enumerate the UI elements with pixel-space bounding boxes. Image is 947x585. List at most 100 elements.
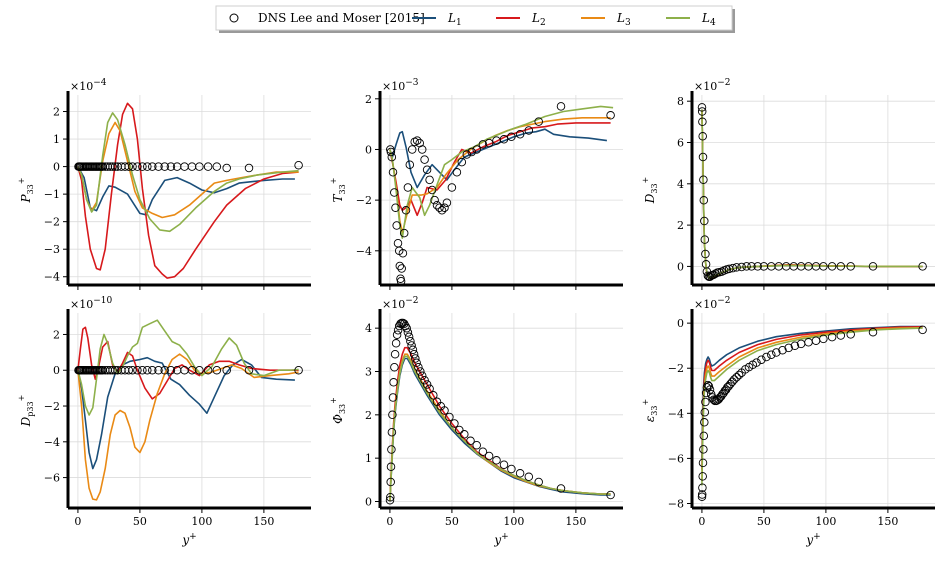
dns-point [846,330,855,339]
series-L2-line [701,109,923,280]
panel-eps33-series [701,325,923,486]
ylabel-subscript: 33 [26,184,35,194]
dns-point [386,462,396,472]
dns-point [700,235,710,244]
dns-point [836,331,846,340]
x-tick-label: 100 [815,515,836,528]
ylabel-subscript: 33 [650,406,659,416]
exponent-power: −2 [717,78,730,88]
panel-Phi33-ylabel: Φ33+ [329,397,347,424]
dns-point [397,264,406,273]
dns-point [399,228,409,238]
panel-T33-grid [380,95,623,285]
dns-point [143,365,152,375]
legend-L1-label: L1 [447,11,462,28]
dns-point [432,200,442,210]
dns-point [128,162,137,171]
dns-point [440,203,449,212]
dns-point [437,206,447,215]
dns-point [412,358,421,368]
ylabel-superscript: + [329,397,338,404]
panel-D33-ylabel: D33+ [641,177,659,205]
exponent-base: ×10 [694,298,717,311]
x-tick-label: 0 [386,515,393,528]
dns-point [698,152,708,162]
series-L2-line [389,346,611,502]
dns-point [387,427,397,437]
x-tick-label: 0 [698,515,705,528]
exponent-base: ×10 [70,298,93,311]
y-tick-label: 0 [677,260,684,273]
dns-point [148,162,157,171]
dns-point [409,349,419,359]
dns-point [386,477,395,487]
dns-point [534,117,543,126]
dns-point [425,384,434,394]
panel-Dp33-exponent: ×10−10 [70,296,112,311]
panel-Phi33-series [389,346,611,502]
dns-point [705,385,715,394]
series-L3-line [77,121,299,219]
legend-frame [215,5,733,31]
legend-L3-sub: 3 [625,18,631,28]
panel-D33: 0 2 4 6 8 ×10−2 D33+ [641,78,935,290]
dns-point [133,162,142,171]
ylabel-subscript: 33 [338,184,347,194]
dns-point [467,147,476,157]
dns-point [110,365,120,375]
dns-point [700,407,710,417]
ylabel-symbol: D [19,416,33,427]
dns-point [556,102,566,111]
y-tick-label: 2 [365,409,372,422]
dns-point [390,188,399,197]
y-tick-label: 2 [53,106,60,119]
dns-point [836,262,846,271]
dns-point [698,117,707,127]
panel-P33-exponent: ×10−4 [70,78,107,93]
y-tick-label: 2 [365,93,372,106]
dns-point [124,365,134,375]
legend-L1-main: L [447,11,456,25]
dns-point [222,365,231,375]
exponent-power: −2 [405,296,418,306]
dns-point [407,145,417,154]
dns-point [430,195,439,205]
x-tick-label: 50 [133,515,147,528]
dns-point [420,375,429,385]
dns-point [392,221,401,230]
dns-point [767,350,776,359]
legend-L1-sub: 1 [456,18,462,28]
panel-D33-exponent: ×10−2 [694,78,731,93]
legend-L3-main: L [616,11,625,25]
dns-point [700,418,709,427]
ylabel-symbol: P [19,193,33,203]
dns-point [203,162,213,171]
dns-point [422,165,432,174]
y-tick-label: −3 [44,243,60,256]
dns-point [472,145,481,154]
dns-point [819,262,828,271]
ylabel-symbol: D [643,193,657,204]
ylabel-symbol: ε [643,416,657,422]
dns-point [698,483,707,492]
x-tick-label: 50 [757,515,771,528]
dns-point [442,198,452,207]
panel-T33-ylabel: T33+ [329,178,347,203]
exponent-base: ×10 [694,80,717,93]
series-L1-line [701,325,923,459]
xlabel-symbol: y [493,533,501,547]
dns-point [753,262,762,271]
y-tick-label: 1 [365,452,372,465]
legend-L3-label: L3 [616,11,631,28]
dns-point [455,425,464,435]
x-tick-label: 150 [253,515,274,528]
y-tick-label: 3 [365,366,372,379]
ylabel-subscript: 33 [650,183,659,193]
panel-eps33-dns-markers [697,325,927,501]
panel-T33-dns-markers [386,102,615,286]
dns-point [420,155,429,164]
legend-L4-sub: 4 [710,18,716,28]
dns-point [445,412,454,422]
dns-point [697,490,707,499]
series-L4-line [701,109,923,279]
